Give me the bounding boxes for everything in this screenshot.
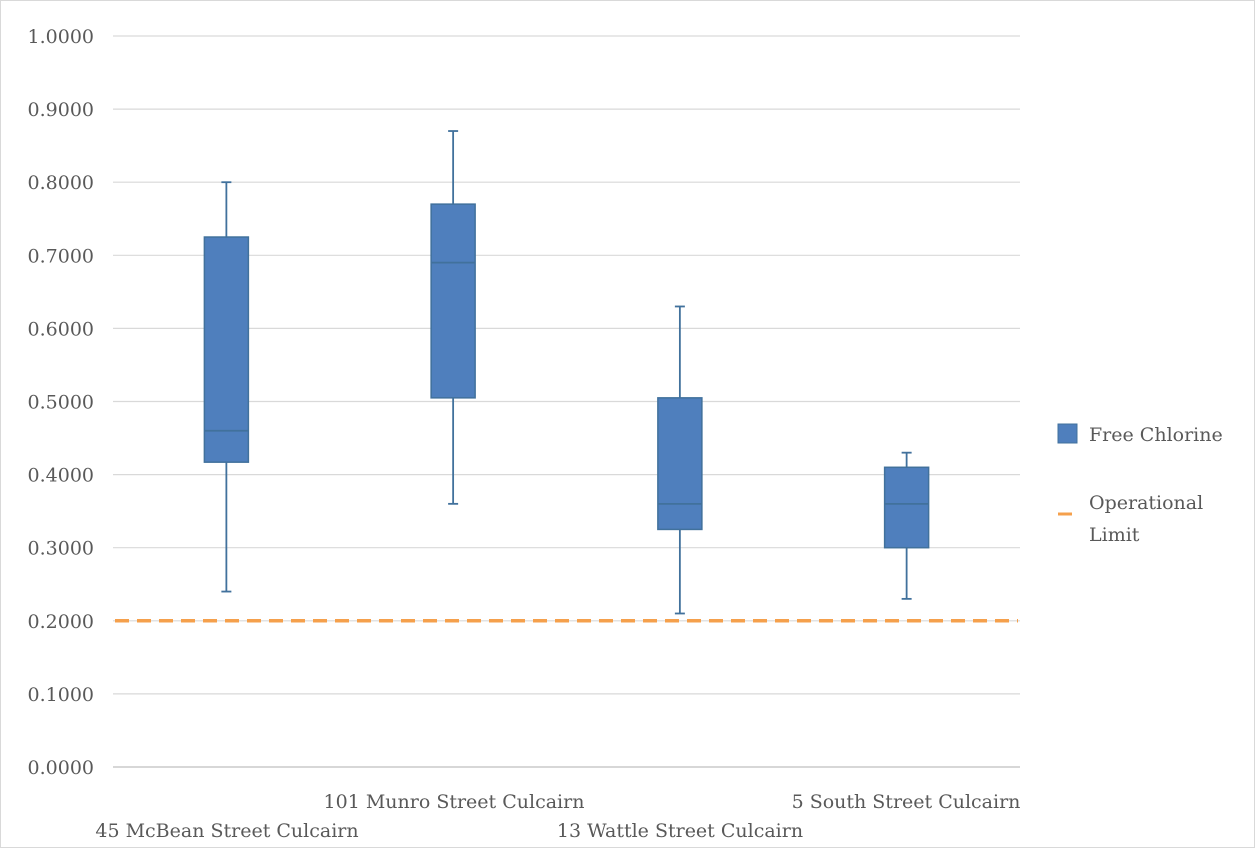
y-tick-label: 0.1000 [28,684,94,706]
box-3 [657,397,703,531]
box-plots [203,130,930,615]
y-tick-label: 0.3000 [28,538,94,560]
y-tick-label: 0.2000 [28,611,94,633]
y-tick-label: 0.0000 [28,757,94,779]
category-label-45-mcbean: 45 McBean Street Culcairn [95,820,358,842]
legend-label-free-chlorine: Free Chlorine [1089,424,1223,446]
legend: Free Chlorine Operational Limit [1057,423,1223,546]
y-tick-label: 0.8000 [28,172,94,194]
y-tick-label: 0.6000 [28,318,94,340]
x-axis-category-labels: 45 McBean Street Culcairn 101 Munro Stre… [95,791,1020,842]
y-tick-label: 0.9000 [28,99,94,121]
category-label-5-south: 5 South Street Culcairn [792,791,1021,813]
y-tick-label: 0.7000 [28,245,94,267]
y-tick-label: 1.0000 [28,26,94,48]
y-axis-tick-labels: 0.0000 0.1000 0.2000 0.3000 0.4000 0.5000 0.60… [28,26,94,779]
category-label-13-wattle: 13 Wattle Street Culcairn [557,820,803,842]
box-2 [430,203,476,399]
category-label-101-munro: 101 Munro Street Culcairn [324,791,585,813]
gridlines [113,35,1020,768]
y-tick-label: 0.5000 [28,392,94,414]
box-1 [203,236,250,463]
box-4 [883,466,930,549]
legend-label-operational-limit-line1: Operational [1089,492,1203,514]
legend-swatch-free-chlorine [1057,423,1078,444]
legend-label-operational-limit-line2: Limit [1089,524,1140,546]
y-tick-label: 0.4000 [28,465,94,487]
